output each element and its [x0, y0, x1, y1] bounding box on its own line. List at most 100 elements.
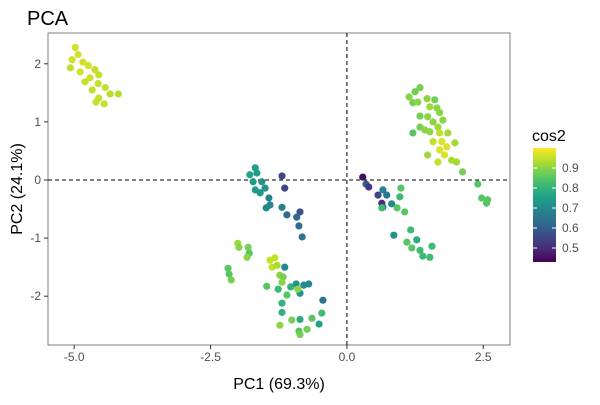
- colorbar-tick-label: 0.8: [562, 181, 579, 195]
- data-point: [246, 171, 254, 179]
- data-point: [262, 204, 270, 212]
- data-point: [431, 96, 439, 104]
- data-point: [227, 276, 235, 284]
- data-point: [436, 108, 444, 117]
- data-point: [359, 173, 367, 181]
- data-point: [315, 320, 323, 328]
- data-point: [407, 226, 415, 234]
- data-point: [452, 158, 461, 166]
- data-point: [296, 330, 304, 339]
- colorbar-tick-label: 0.9: [562, 161, 579, 175]
- data-point: [390, 231, 398, 239]
- data-point: [88, 86, 96, 94]
- data-point: [409, 129, 417, 137]
- data-point: [74, 50, 82, 59]
- data-point: [365, 183, 373, 191]
- colorbar: [533, 148, 556, 262]
- data-point: [281, 263, 289, 271]
- data-point: [393, 204, 401, 212]
- data-point: [224, 264, 232, 272]
- colorbar-tick-label: 0.5: [562, 241, 579, 255]
- data-point: [413, 236, 421, 244]
- data-point: [411, 88, 419, 96]
- data-point: [100, 100, 108, 108]
- data-point: [84, 61, 92, 70]
- data-point: [295, 222, 303, 230]
- data-point: [408, 244, 416, 252]
- data-point: [273, 261, 281, 270]
- data-point: [429, 118, 437, 126]
- data-point: [429, 138, 437, 146]
- data-point: [397, 184, 405, 192]
- data-point: [416, 246, 424, 254]
- data-point: [436, 129, 444, 137]
- data-point: [305, 280, 313, 288]
- data-point: [294, 285, 302, 293]
- x-tick-label: -5.0: [64, 350, 85, 364]
- data-point: [278, 308, 286, 317]
- data-point: [401, 208, 409, 216]
- x-tick-label: 0.0: [339, 350, 356, 364]
- data-point: [225, 270, 233, 278]
- chart-title: PCA: [27, 8, 69, 30]
- data-point: [458, 168, 467, 176]
- data-point: [276, 321, 284, 329]
- data-point: [396, 193, 404, 201]
- data-point: [303, 325, 311, 333]
- data-point: [235, 243, 243, 251]
- y-tick-label: 1: [34, 115, 41, 129]
- y-tick-label: -1: [30, 231, 41, 245]
- data-point: [81, 78, 89, 86]
- data-point: [66, 64, 74, 72]
- data-point: [298, 233, 306, 241]
- data-point: [95, 71, 103, 79]
- data-point: [283, 291, 291, 299]
- data-point: [374, 191, 382, 199]
- data-point: [318, 309, 326, 317]
- data-point: [416, 112, 424, 120]
- data-point: [443, 143, 451, 151]
- data-point: [293, 213, 301, 221]
- data-point: [436, 146, 444, 154]
- data-point: [428, 242, 436, 250]
- data-point: [434, 123, 442, 131]
- data-point: [388, 200, 396, 208]
- data-point: [379, 186, 387, 194]
- data-point: [405, 93, 413, 101]
- data-point: [419, 252, 427, 260]
- data-point: [434, 158, 442, 166]
- data-point: [287, 283, 295, 291]
- data-point: [278, 299, 286, 307]
- data-point: [265, 194, 273, 202]
- data-point: [283, 211, 291, 219]
- data-point: [426, 128, 434, 136]
- data-point: [482, 199, 491, 207]
- data-point: [278, 203, 286, 211]
- data-point: [451, 139, 459, 147]
- y-axis-label: PC2 (24.1%): [9, 143, 26, 235]
- data-point: [438, 138, 446, 146]
- data-point: [94, 79, 102, 88]
- data-point: [71, 43, 79, 52]
- data-point: [440, 151, 449, 159]
- data-point: [79, 58, 87, 66]
- data-point: [424, 151, 432, 159]
- data-point: [261, 184, 269, 192]
- colorbar-tick-label: 0.6: [562, 221, 579, 235]
- y-tick-label: -2: [30, 289, 41, 303]
- data-point: [308, 314, 316, 322]
- x-axis-label: PC1 (69.3%): [233, 376, 325, 393]
- data-point: [478, 194, 486, 202]
- data-point: [101, 84, 109, 92]
- plot-panel: [47, 32, 511, 346]
- data-point: [423, 95, 431, 103]
- data-point: [474, 180, 482, 188]
- data-point: [414, 98, 422, 106]
- y-tick-label: 2: [34, 57, 41, 71]
- data-point: [426, 103, 434, 111]
- data-point: [426, 253, 434, 261]
- data-point: [114, 90, 122, 98]
- data-point: [383, 191, 391, 199]
- y-tick-label: 0: [34, 173, 41, 187]
